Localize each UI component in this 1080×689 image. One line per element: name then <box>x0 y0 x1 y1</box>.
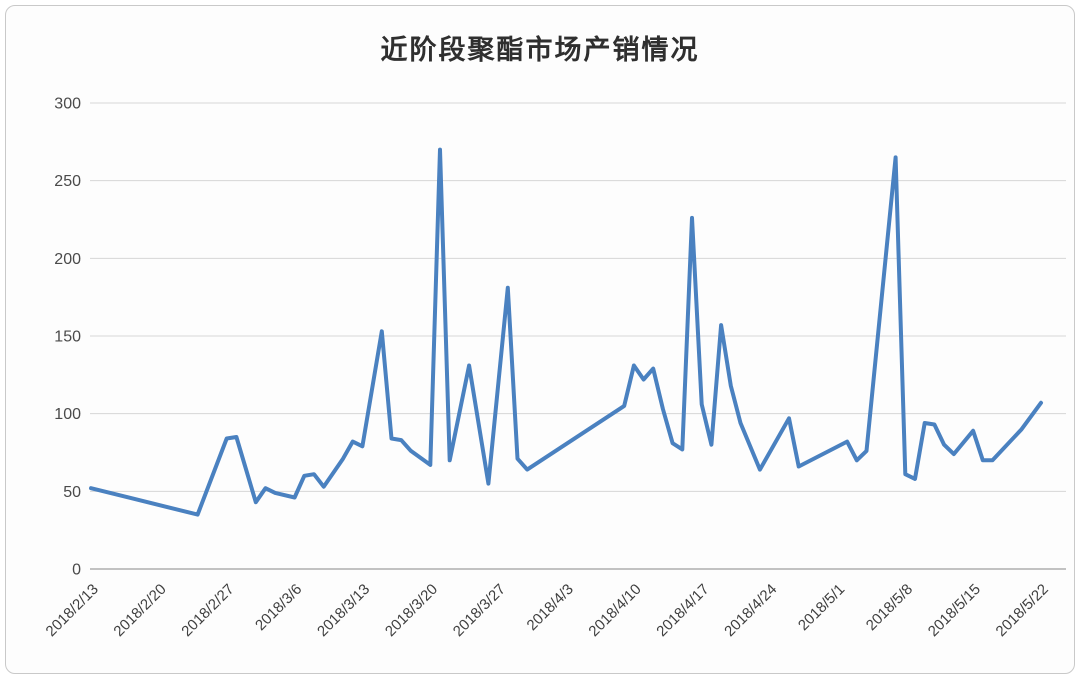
y-tick-label: 100 <box>54 406 81 423</box>
y-tick-label: 200 <box>54 251 81 268</box>
series-line <box>89 147 1043 517</box>
y-tick-label: 150 <box>54 329 81 346</box>
x-tick-label: 2018/4/10 <box>585 581 644 640</box>
x-tick-label: 2018/5/22 <box>993 581 1052 640</box>
x-tick-label: 2018/5/1 <box>795 581 848 634</box>
x-tick-label: 2018/4/17 <box>653 581 712 640</box>
x-tick-label: 2018/5/8 <box>863 581 916 634</box>
x-tick-label: 2018/3/6 <box>252 581 305 634</box>
x-tick-label: 2018/3/27 <box>450 581 509 640</box>
y-tick-label: 250 <box>54 173 81 190</box>
y-tick-label: 50 <box>63 484 81 501</box>
x-tick-label: 2018/4/24 <box>721 581 780 640</box>
x-tick-label: 2018/4/3 <box>524 581 577 634</box>
x-tick-label: 2018/2/20 <box>110 581 169 640</box>
x-tick-label: 2018/5/15 <box>925 581 984 640</box>
x-tick-label: 2018/2/13 <box>43 581 102 640</box>
x-tick-label: 2018/3/13 <box>314 581 373 640</box>
x-tick-label: 2018/3/20 <box>382 581 441 640</box>
y-tick-label: 0 <box>72 562 81 579</box>
chart-card: 近阶段聚酯市场产销情况 0 50 100 150 200 250 300 2018/2/13 2… <box>5 5 1075 674</box>
x-tick-label: 2018/2/27 <box>178 581 237 640</box>
y-tick-label: 300 <box>54 96 81 113</box>
chart-title: 近阶段聚酯市场产销情况 <box>380 35 700 65</box>
